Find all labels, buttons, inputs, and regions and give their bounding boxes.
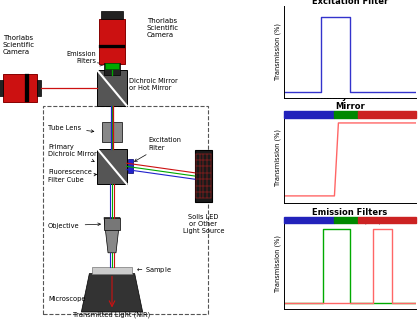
- Text: Emission
Filters: Emission Filters: [66, 51, 96, 64]
- Bar: [334, 111, 357, 118]
- Title: Excitation Filter: Excitation Filter: [312, 0, 388, 6]
- Polygon shape: [81, 274, 143, 312]
- Bar: [128, 159, 133, 173]
- Bar: [102, 122, 122, 142]
- X-axis label: Wavelength (nm): Wavelength (nm): [319, 217, 381, 224]
- Text: Solis LED
or Other
Light Source: Solis LED or Other Light Source: [183, 214, 224, 234]
- Bar: [101, 11, 123, 19]
- Title: Emission Filters: Emission Filters: [312, 208, 387, 217]
- Bar: [357, 217, 416, 223]
- Polygon shape: [104, 218, 120, 253]
- Bar: [195, 150, 212, 202]
- Bar: [99, 19, 125, 64]
- Bar: [37, 80, 41, 96]
- X-axis label: Wavelength (nm): Wavelength (nm): [319, 111, 381, 118]
- Text: Tube Lens: Tube Lens: [48, 125, 94, 132]
- Y-axis label: Transmission (%): Transmission (%): [274, 129, 281, 186]
- Bar: [105, 63, 119, 69]
- Bar: [104, 218, 120, 230]
- Y-axis label: Transmission (%): Transmission (%): [274, 235, 281, 292]
- Bar: [97, 149, 127, 184]
- Bar: [3, 74, 37, 101]
- Bar: [0, 80, 3, 96]
- Bar: [357, 111, 416, 118]
- Bar: [99, 45, 125, 48]
- Bar: [92, 267, 132, 274]
- Text: Thorlabs
Scientific
Camera: Thorlabs Scientific Camera: [147, 18, 179, 38]
- Title: Primary Dichroic
Mirror: Primary Dichroic Mirror: [310, 92, 389, 111]
- Text: Excitation
Filter: Excitation Filter: [134, 138, 181, 161]
- Text: Objective: Objective: [48, 223, 100, 228]
- Bar: [104, 63, 120, 75]
- Bar: [284, 217, 334, 223]
- Text: Fluorescence
Filter Cube: Fluorescence Filter Cube: [48, 170, 97, 182]
- Y-axis label: Transmission (%): Transmission (%): [274, 23, 281, 81]
- Text: Transmitted Light (NIR): Transmitted Light (NIR): [74, 312, 151, 318]
- Text: Thorlabs
Scientific
Camera: Thorlabs Scientific Camera: [3, 35, 35, 55]
- Bar: [334, 217, 357, 223]
- Text: Dichroic Mirror
or Hot Mirror: Dichroic Mirror or Hot Mirror: [129, 78, 178, 91]
- Text: $\leftarrow$ Sample: $\leftarrow$ Sample: [135, 265, 171, 275]
- Text: Microscope: Microscope: [48, 296, 86, 302]
- Bar: [97, 70, 127, 106]
- Bar: [25, 74, 29, 101]
- Text: Primary
Dichroic Mirror: Primary Dichroic Mirror: [48, 144, 97, 162]
- Bar: [284, 111, 334, 118]
